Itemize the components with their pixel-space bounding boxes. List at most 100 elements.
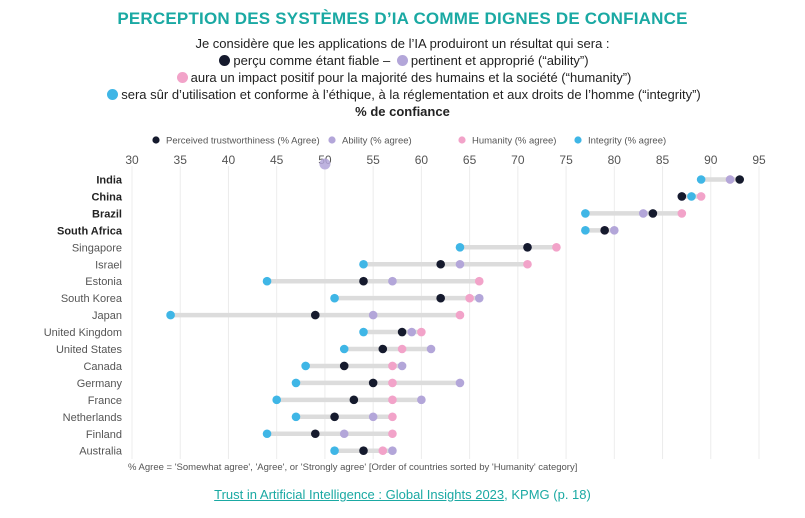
x-tick-label: 85 xyxy=(656,153,670,167)
dot-trust xyxy=(523,243,532,252)
dot-ability xyxy=(638,209,648,218)
x-tick-label: 65 xyxy=(463,153,477,167)
country-label: India xyxy=(96,175,123,187)
dot-trust xyxy=(339,361,349,371)
integrity-dot-icon xyxy=(107,89,119,100)
dot-trust xyxy=(436,259,445,269)
x-tick-label: 45 xyxy=(270,153,284,167)
country-label: Netherlands xyxy=(63,412,123,424)
x-tick-label: 40 xyxy=(222,153,236,167)
legend-marker-ability xyxy=(328,136,336,144)
dot-trust xyxy=(600,226,609,235)
legend-label-humanity: Humanity (% agree) xyxy=(472,136,556,147)
dot-humanity xyxy=(378,446,388,456)
country-label: Japan xyxy=(92,310,122,322)
dot-humanity xyxy=(388,395,397,405)
dot-integrity xyxy=(166,310,175,320)
dot-humanity xyxy=(388,361,397,371)
dot-trust xyxy=(368,378,378,388)
humanity-dot-icon xyxy=(176,72,188,83)
dot-ability xyxy=(426,344,436,354)
dot-trust xyxy=(359,446,368,456)
dot-humanity xyxy=(677,209,687,218)
dot-integrity xyxy=(687,192,696,201)
country-label: United States xyxy=(56,344,123,356)
dot-humanity xyxy=(388,429,397,439)
dot-humanity xyxy=(397,344,407,354)
dot-ability xyxy=(417,395,426,405)
x-tick-label: 95 xyxy=(752,153,766,167)
dot-trust xyxy=(735,175,745,184)
dot-trust xyxy=(677,192,687,201)
subtitle-integrity: sera sûr d’utilisation et conforme à l’é… xyxy=(121,87,701,102)
dumbbell-chart: Perceived trustworthiness (% Agree) Abili… xyxy=(44,136,766,459)
subtitle-line-integrity: sera sûr d’utilisation et conforme à l’é… xyxy=(0,87,805,102)
legend-marker-integrity xyxy=(574,136,582,144)
dot-ability xyxy=(610,226,619,235)
dot-integrity xyxy=(291,378,301,388)
country-label: Germany xyxy=(77,378,123,390)
dot-ability xyxy=(725,175,735,184)
dot-integrity xyxy=(455,243,465,252)
dot-humanity xyxy=(388,378,397,388)
dot-ability xyxy=(368,412,378,422)
country-label: Finland xyxy=(86,429,122,441)
legend-label-ability: Ability (% agree) xyxy=(342,136,412,147)
dot-integrity xyxy=(339,344,349,354)
stray-dot xyxy=(319,158,331,170)
dot-humanity xyxy=(388,412,397,422)
country-label: Israel xyxy=(95,259,122,271)
source-link[interactable]: Trust in Artificial Intelligence : Globa… xyxy=(214,487,505,502)
dot-integrity xyxy=(262,276,272,286)
trust-dot-icon xyxy=(219,55,231,66)
country-label: Singapore xyxy=(72,242,122,254)
country-label: Australia xyxy=(79,446,123,458)
dot-integrity xyxy=(359,259,368,269)
country-label: Canada xyxy=(83,361,122,373)
country-label: South Africa xyxy=(57,225,123,237)
dot-integrity xyxy=(696,175,706,184)
dot-integrity xyxy=(262,429,272,439)
dot-trust xyxy=(436,293,445,303)
dot-trust xyxy=(330,412,339,422)
dot-ability xyxy=(474,293,484,303)
dot-ability xyxy=(407,327,417,337)
dot-ability xyxy=(455,378,465,388)
country-label: Estonia xyxy=(85,276,123,288)
dot-trust xyxy=(397,327,407,337)
legend-marker-humanity xyxy=(458,136,466,144)
source-citation: Trust in Artificial Intelligence : Globa… xyxy=(0,487,805,502)
x-tick-label: 30 xyxy=(125,153,139,167)
dot-humanity xyxy=(465,293,474,303)
legend-label-integrity: Integrity (% agree) xyxy=(588,136,666,147)
x-tick-label: 35 xyxy=(174,153,188,167)
source-rest: , KPMG (p. 18) xyxy=(504,487,591,502)
dot-ability xyxy=(339,429,349,439)
country-label: Brazil xyxy=(92,208,122,220)
dot-integrity xyxy=(291,412,301,422)
dot-ability xyxy=(388,276,397,286)
x-tick-label: 60 xyxy=(415,153,429,167)
dot-trust xyxy=(310,310,320,320)
dot-integrity xyxy=(272,395,281,405)
x-tick-label: 55 xyxy=(366,153,380,167)
subtitle-intro: Je considère que les applications de l’I… xyxy=(195,36,610,51)
chart-footnote: % Agree = 'Somewhat agree', 'Agree', or … xyxy=(128,462,578,473)
subtitle-line-humanity: aura un impact positif pour la majorité … xyxy=(0,70,805,85)
country-label: United Kingdom xyxy=(44,327,122,339)
dot-ability xyxy=(368,310,378,320)
dot-trust xyxy=(349,395,359,405)
country-label: South Korea xyxy=(61,293,123,305)
ability-dot-icon xyxy=(396,55,408,66)
dot-humanity xyxy=(552,243,561,252)
legend-label-trust: Perceived trustworthiness (% Agree) xyxy=(166,136,320,147)
legend-marker-trust xyxy=(152,136,160,144)
subtitle-line-trust-ability: perçu comme étant fiable – pertinent et … xyxy=(0,53,805,68)
subtitle-unit: % de confiance xyxy=(355,104,450,119)
subtitle-separator: – xyxy=(379,53,394,68)
page-title: PERCEPTION DES SYSTÈMES D’IA COMME DIGNE… xyxy=(117,9,688,28)
dot-ability xyxy=(455,259,465,269)
dot-trust xyxy=(310,429,320,439)
dot-ability xyxy=(388,446,397,456)
dot-humanity xyxy=(455,310,465,320)
